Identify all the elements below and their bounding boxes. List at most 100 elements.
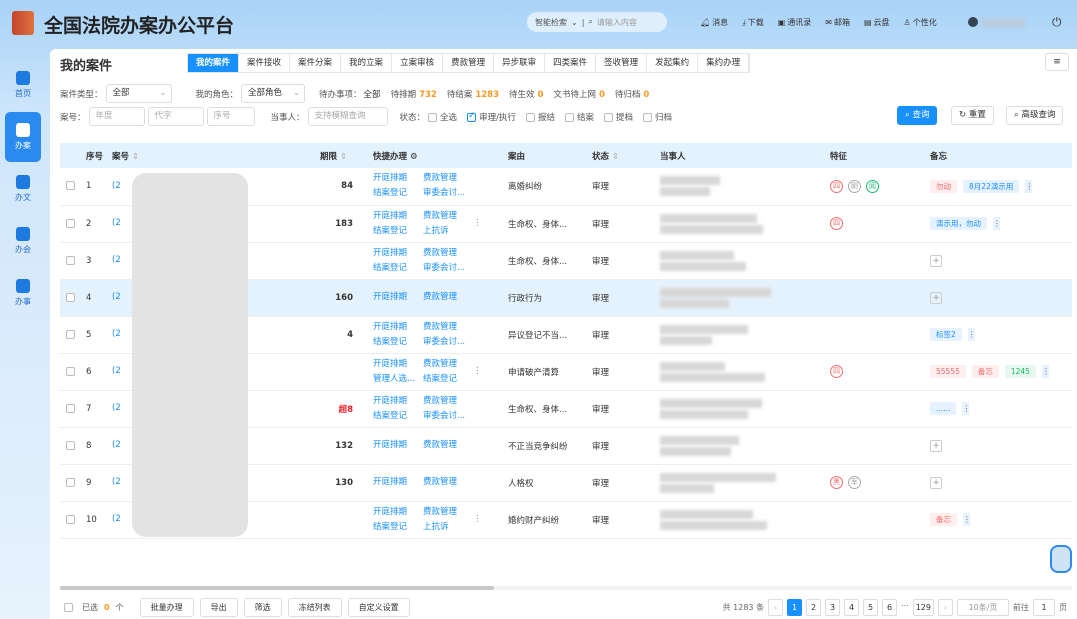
memo-tag[interactable]: 备忘 xyxy=(930,513,957,526)
quick-action-link[interactable]: 上抗诉 xyxy=(423,225,449,236)
tab-9[interactable]: 发起集约 xyxy=(647,54,699,72)
more-actions-icon[interactable]: ⋮ xyxy=(473,365,482,376)
quick-action-link[interactable]: 结案登记 xyxy=(373,336,408,347)
tab-8[interactable]: 签收管理 xyxy=(596,54,648,72)
row-checkbox[interactable] xyxy=(66,477,75,487)
table-row[interactable]: 7 (2 超8 开庭排期 费款管理 结案登记 审委会讨... 生命权、身体... 审理.....… xyxy=(60,390,1072,428)
tab-5[interactable]: 费款管理 xyxy=(443,54,495,72)
memo-more-icon[interactable]: ⋮ xyxy=(963,513,971,526)
more-actions-icon[interactable]: ⋮ xyxy=(473,217,482,228)
tab-10[interactable]: 集约办理 xyxy=(698,54,750,72)
status-checkbox-3[interactable]: 结案 xyxy=(564,111,594,123)
tool-contacts[interactable]: ▣ 通讯录 xyxy=(777,18,812,27)
todo-2[interactable]: 待生效 0 xyxy=(509,90,543,100)
memo-more-icon[interactable]: ⋮ xyxy=(993,217,1001,230)
code-input[interactable]: 代字 xyxy=(147,107,204,126)
case-number-link[interactable]: (2 xyxy=(112,403,121,413)
assistant-robot[interactable] xyxy=(1050,545,1072,573)
case-type-select[interactable]: 全部 ⌄ xyxy=(105,84,172,103)
quick-action-link[interactable]: 费款管理 xyxy=(423,358,458,369)
quick-action-link[interactable]: 费款管理 xyxy=(423,292,458,302)
case-number-link[interactable]: (2 xyxy=(112,255,121,265)
tool-personalize[interactable]: ♙ 个性化 xyxy=(903,18,937,27)
quick-action-link[interactable]: 费款管理 xyxy=(423,247,458,258)
row-checkbox[interactable] xyxy=(66,403,75,413)
case-number-link[interactable]: (2 xyxy=(112,180,121,191)
row-checkbox[interactable] xyxy=(66,255,75,265)
quick-action-link[interactable]: 开庭排期 xyxy=(373,210,408,221)
case-number-link[interactable]: (2 xyxy=(112,440,121,450)
tab-2[interactable]: 案件分案 xyxy=(290,54,342,72)
advanced-query-button[interactable]: ⌕ 高级查询 xyxy=(1006,106,1064,125)
table-row[interactable]: 3 (2 开庭排期 费款管理 结案登记 审委会讨... 生命权、身体... 审理 + xyxy=(60,242,1072,280)
page-button[interactable]: 2 xyxy=(806,599,822,616)
party-input[interactable]: 支持模糊查询 xyxy=(307,107,388,126)
tab-6[interactable]: 异步联审 xyxy=(494,54,546,72)
case-number-link[interactable]: (2 xyxy=(112,366,121,376)
horizontal-scrollbar[interactable] xyxy=(60,586,1072,590)
page-button[interactable]: 3 xyxy=(825,599,841,616)
quick-action-link[interactable]: 费款管理 xyxy=(423,477,458,487)
todo-all[interactable]: 全部 xyxy=(363,89,381,100)
checkbox[interactable] xyxy=(564,112,574,122)
page-button[interactable]: 5 xyxy=(863,599,879,616)
footer-button-3[interactable]: 冻结列表 xyxy=(287,598,342,617)
memo-tag[interactable]: 8月22演示用 xyxy=(963,179,1020,193)
quick-action-link[interactable]: 费款管理 xyxy=(423,210,458,221)
quick-action-link[interactable]: 结案登记 xyxy=(423,373,458,384)
row-checkbox[interactable] xyxy=(66,292,75,302)
checkbox[interactable] xyxy=(642,112,652,122)
row-checkbox[interactable] xyxy=(66,440,75,450)
quick-action-link[interactable]: 开庭排期 xyxy=(373,173,408,184)
memo-more-icon[interactable]: ⋮ xyxy=(962,402,971,415)
footer-button-1[interactable]: 导出 xyxy=(199,598,238,617)
add-memo-button[interactable]: + xyxy=(930,476,942,489)
search-input[interactable]: 请输入内容 xyxy=(596,17,637,27)
quick-action-link[interactable]: 开庭排期 xyxy=(373,477,408,487)
memo-more-icon[interactable]: ⋮ xyxy=(1025,179,1034,193)
settings-gear-icon[interactable]: ⚙ xyxy=(409,151,418,162)
tool-download[interactable]: ⤓ 下载 xyxy=(742,17,764,28)
sort-status[interactable]: 状态 ⇕ xyxy=(592,143,660,168)
memo-tag[interactable]: 备忘 xyxy=(971,365,999,378)
quick-action-link[interactable]: 开庭排期 xyxy=(373,292,408,302)
footer-button-0[interactable]: 批量办理 xyxy=(139,598,194,617)
quick-action-link[interactable]: 开庭排期 xyxy=(373,358,408,369)
quick-action-link[interactable]: 费款管理 xyxy=(423,440,458,450)
memo-tag[interactable]: 勿动 xyxy=(930,179,957,193)
sidebar-item-docs[interactable]: 办文 xyxy=(5,164,41,214)
row-checkbox[interactable] xyxy=(66,366,75,376)
quick-action-link[interactable]: 结案登记 xyxy=(373,225,408,236)
status-checkbox-0[interactable]: 全选 xyxy=(428,111,457,123)
todo-0[interactable]: 待排期 732 xyxy=(391,90,437,100)
footer-button-4[interactable]: 自定义设置 xyxy=(347,598,410,617)
memo-tag[interactable]: 1245 xyxy=(1004,365,1036,378)
sidebar-item-home[interactable]: 首页 xyxy=(5,60,41,110)
status-checkbox-4[interactable]: 提档 xyxy=(603,111,633,123)
checkbox[interactable] xyxy=(603,112,613,122)
memo-tag[interactable]: 55555 xyxy=(930,365,966,378)
tab-4[interactable]: 立案审核 xyxy=(392,54,444,72)
case-number-link[interactable]: (2 xyxy=(112,477,121,487)
quick-action-link[interactable]: 上抗诉 xyxy=(423,521,449,532)
sort-case-no[interactable]: 案号 ⇕ xyxy=(112,143,320,168)
quick-action-link[interactable]: 开庭排期 xyxy=(373,321,408,332)
quick-action-link[interactable]: 结案登记 xyxy=(373,188,408,199)
page-button[interactable]: 129 xyxy=(912,599,934,616)
page-button[interactable]: 1 xyxy=(787,599,803,616)
todo-4[interactable]: 待归档 0 xyxy=(615,90,649,100)
reset-button[interactable]: ↻ 重置 xyxy=(951,106,994,125)
search-scope-select[interactable]: 智能检索 xyxy=(535,17,567,27)
quick-action-link[interactable]: 结案登记 xyxy=(373,521,408,532)
role-select[interactable]: 全部角色 ⌄ xyxy=(241,84,306,103)
seq-input[interactable]: 序号 xyxy=(206,107,255,126)
next-page-button[interactable]: › xyxy=(938,599,953,616)
case-number-link[interactable]: (2 xyxy=(112,292,121,302)
year-input[interactable]: 年度 xyxy=(88,107,145,126)
footer-button-2[interactable]: 筛选 xyxy=(243,598,282,617)
quick-action-link[interactable]: 审委会讨... xyxy=(423,410,466,421)
row-checkbox[interactable] xyxy=(66,218,75,228)
quick-action-link[interactable]: 费款管理 xyxy=(423,321,458,332)
memo-more-icon[interactable]: ⋮ xyxy=(1041,365,1050,378)
add-memo-button[interactable]: + xyxy=(930,291,942,304)
